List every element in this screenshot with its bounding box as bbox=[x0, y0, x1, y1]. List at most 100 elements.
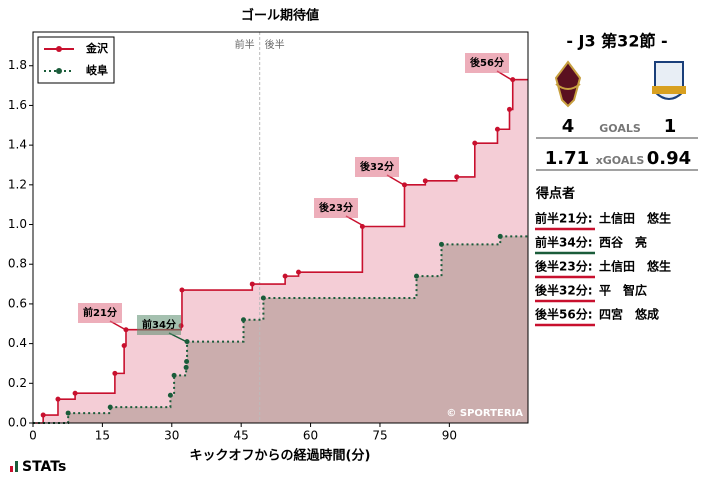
shot-marker bbox=[121, 343, 127, 349]
legend-marker bbox=[56, 46, 62, 52]
step-segment bbox=[497, 109, 511, 131]
shot-marker bbox=[497, 233, 503, 239]
x-tick-label: 75 bbox=[372, 429, 387, 443]
shot-marker bbox=[240, 317, 246, 323]
y-tick-label: 0.8 bbox=[8, 257, 27, 271]
annotation-box bbox=[137, 315, 181, 335]
y-tick-label: 0.6 bbox=[8, 296, 27, 310]
shot-marker bbox=[72, 390, 78, 396]
scorer-name: 土信田 悠生 bbox=[599, 259, 671, 274]
brand: STATs bbox=[10, 459, 66, 475]
x-tick-label: 15 bbox=[95, 429, 110, 443]
shot-marker bbox=[494, 126, 500, 132]
y-tick-label: 1.0 bbox=[8, 217, 27, 231]
x-tick-label: 90 bbox=[442, 429, 457, 443]
plot-frame bbox=[32, 31, 529, 424]
away-logo-band bbox=[652, 86, 686, 94]
annotation-box bbox=[465, 53, 509, 73]
step-segment bbox=[181, 290, 183, 327]
xg-area bbox=[33, 79, 528, 423]
scorer-time: 後半32分: bbox=[535, 283, 593, 298]
shot-marker bbox=[40, 412, 46, 418]
shot-marker bbox=[183, 364, 189, 370]
x-tick-label: 0 bbox=[29, 429, 37, 443]
shot-marker bbox=[454, 174, 460, 180]
shot-marker bbox=[179, 287, 185, 293]
scorer-name: 平 智広 bbox=[599, 283, 647, 298]
shot-marker bbox=[55, 396, 61, 402]
annotation-box bbox=[314, 198, 358, 218]
shot-marker bbox=[282, 273, 288, 279]
shot-marker bbox=[401, 182, 407, 188]
y-tick-label: 1.4 bbox=[8, 138, 27, 152]
home-goals: 4 bbox=[562, 116, 575, 137]
scorer-time: 前半21分: bbox=[535, 211, 593, 226]
shot-marker bbox=[472, 140, 478, 146]
credit: © SPORTERIA bbox=[446, 408, 523, 419]
match-title: - J3 第32節 - bbox=[566, 32, 667, 51]
scorer-name: 西谷 亮 bbox=[599, 235, 647, 250]
shot-marker bbox=[171, 372, 177, 378]
half-label: 後半 bbox=[265, 38, 285, 51]
scorer-time: 前半34分: bbox=[535, 235, 593, 250]
step-segment bbox=[243, 297, 265, 321]
step-segment bbox=[263, 276, 418, 299]
annotation-label: 前21分 bbox=[83, 306, 117, 319]
shot-marker bbox=[184, 358, 190, 364]
shot-marker bbox=[112, 370, 118, 376]
step-segment bbox=[416, 244, 443, 278]
xg-label: xGOALS bbox=[596, 154, 645, 167]
y-tick-label: 1.8 bbox=[8, 58, 27, 72]
step-segment bbox=[110, 395, 172, 409]
step-segment bbox=[456, 143, 476, 178]
scorer-name: 土信田 悠生 bbox=[599, 211, 671, 226]
shot-marker bbox=[414, 273, 420, 279]
x-label: キックオフからの経過時間(分) bbox=[190, 448, 371, 464]
step-segment bbox=[425, 176, 458, 182]
away-logo bbox=[652, 61, 686, 100]
brand-bar bbox=[15, 461, 18, 472]
step-segment bbox=[187, 319, 245, 343]
x-tick-label: 45 bbox=[234, 429, 249, 443]
shot-marker bbox=[167, 392, 173, 398]
step-segment bbox=[114, 345, 125, 375]
step-segment bbox=[57, 393, 76, 400]
step-segment bbox=[474, 129, 499, 144]
step-segment bbox=[181, 284, 254, 291]
shot-marker bbox=[438, 241, 444, 247]
x-tick-label: 60 bbox=[303, 429, 318, 443]
scorers-title: 得点者 bbox=[535, 186, 575, 202]
brand-bar bbox=[10, 466, 13, 472]
step-segment bbox=[43, 399, 59, 416]
step-segment bbox=[75, 373, 116, 395]
chart-title: ゴール期待値 bbox=[241, 8, 319, 24]
home-logo bbox=[554, 60, 582, 108]
y-tick-label: 1.6 bbox=[8, 98, 27, 112]
shot-marker bbox=[249, 281, 255, 287]
xg-area bbox=[33, 236, 528, 423]
legend-box bbox=[37, 36, 115, 84]
step-segment bbox=[298, 226, 364, 273]
step-segment bbox=[404, 180, 427, 186]
goals-label: GOALS bbox=[599, 122, 641, 135]
shot-marker bbox=[510, 77, 516, 83]
shot-marker bbox=[296, 269, 302, 275]
annotation-label: 後32分 bbox=[360, 160, 394, 173]
legend-label: 金沢 bbox=[85, 41, 109, 55]
shot-marker bbox=[107, 404, 113, 410]
annotation-label: 後56分 bbox=[470, 56, 504, 69]
y-tick-label: 1.2 bbox=[8, 177, 27, 191]
shot-marker bbox=[506, 106, 512, 112]
y-tick-label: 0.2 bbox=[8, 376, 27, 390]
step-segment bbox=[252, 276, 286, 285]
y-tick-label: 0.0 bbox=[8, 416, 27, 430]
scorer-time: 後半56分: bbox=[535, 307, 593, 322]
scorer-time: 後半23分: bbox=[535, 259, 593, 274]
y-tick-label: 0.4 bbox=[8, 336, 27, 350]
annotation-label: 後23分 bbox=[319, 201, 353, 214]
half-label: 前半 bbox=[235, 38, 255, 51]
legend-label: 岐阜 bbox=[86, 63, 108, 77]
x-tick-label: 30 bbox=[164, 429, 179, 443]
step-segment bbox=[362, 184, 406, 228]
